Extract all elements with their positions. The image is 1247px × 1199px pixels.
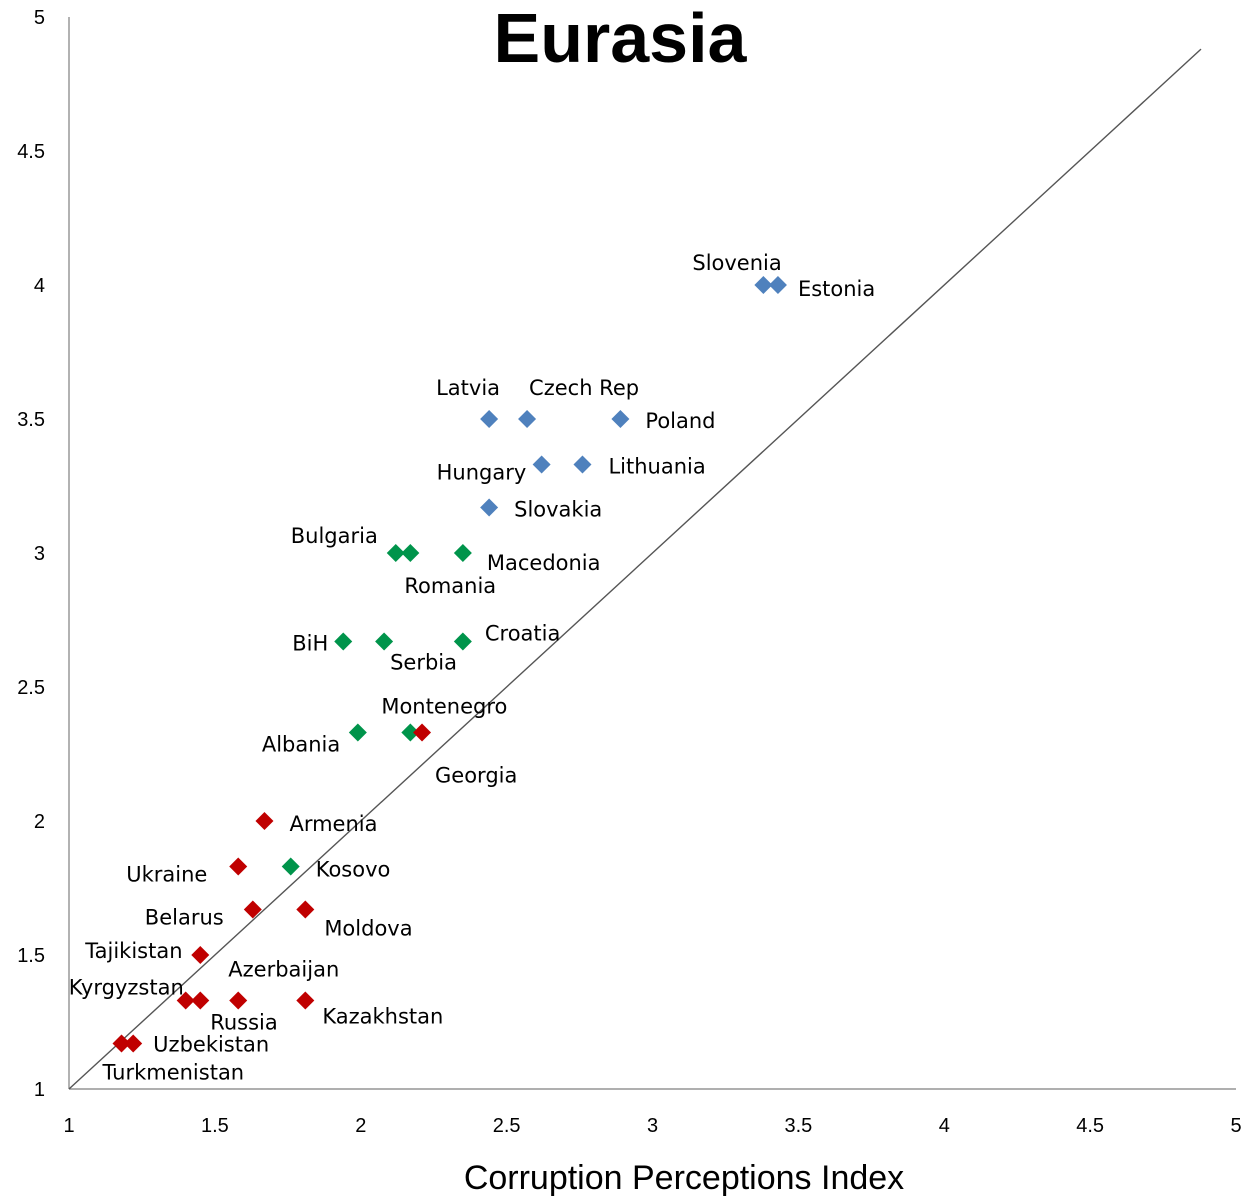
point-label-tajikistan: Tajikistan [84, 939, 182, 963]
marker-turkmenistan [112, 1034, 131, 1053]
point-label-bulgaria: Bulgaria [291, 524, 378, 548]
marker-albania [348, 723, 367, 742]
point-label-latvia: Latvia [436, 376, 500, 400]
y-tick-label: 3.5 [17, 409, 45, 431]
point-label-azerbaijan: Azerbaijan [228, 958, 339, 982]
y-tick-label: 2.5 [17, 677, 45, 699]
point-label-hungary: Hungary [437, 461, 527, 485]
x-tick-label: 2.5 [493, 1115, 521, 1137]
x-tick-label: 1.5 [201, 1115, 229, 1137]
point-label-slovenia: Slovenia [692, 251, 781, 275]
point-label-croatia: Croatia [485, 621, 561, 645]
marker-czech-rep [518, 410, 537, 428]
marker-ukraine [229, 857, 248, 876]
point-label-albania: Albania [262, 733, 340, 757]
x-tick-label: 5 [1230, 1115, 1241, 1137]
marker-romania [401, 544, 420, 562]
marker-georgia [413, 723, 432, 742]
marker-kosovo [281, 857, 300, 876]
point-label-romania: Romania [404, 574, 496, 598]
point-label-belarus: Belarus [145, 905, 224, 929]
marker-bulgaria [386, 544, 405, 562]
point-label-czech-rep: Czech Rep [529, 376, 639, 400]
marker-poland [611, 410, 630, 428]
x-tick-label: 4 [939, 1115, 950, 1137]
marker-macedonia [453, 544, 472, 562]
y-tick-label: 5 [34, 7, 45, 29]
y-tick-label: 2 [34, 811, 45, 833]
y-tick-label: 1.5 [17, 945, 45, 967]
marker-slovakia [480, 498, 499, 517]
diagonal-reference-line [68, 48, 1202, 1090]
marker-azerbaijan [191, 991, 210, 1010]
marker-moldova [296, 900, 315, 919]
point-label-armenia: Armenia [289, 812, 377, 836]
axes: 1 1.5 2 2.5 3 3.5 4 4.5 5 1 1.5 2 2.5 3 3.5 4 4.5 5 [17, 7, 1241, 1137]
x-tick-label: 4.5 [1076, 1115, 1104, 1137]
y-tick-label: 4.5 [17, 141, 45, 163]
point-label-serbia: Serbia [390, 650, 457, 674]
point-label-lithuania: Lithuania [608, 455, 705, 479]
marker-lithuania [573, 455, 592, 474]
point-label-kosovo: Kosovo [316, 858, 391, 882]
point-label-poland: Poland [645, 409, 715, 433]
marker-belarus [243, 900, 262, 919]
point-label-macedonia: Macedonia [487, 551, 601, 575]
x-tick-label: 3 [647, 1115, 658, 1137]
marker-bih [334, 632, 353, 651]
marker-kazakhstan [296, 991, 315, 1010]
point-label-estonia: Estonia [798, 277, 875, 301]
marker-russia [229, 991, 248, 1010]
x-axis-label: Corruption Perceptions Index [464, 1159, 904, 1197]
y-tick-label: 3 [34, 543, 45, 565]
point-label-bih: BiH [292, 631, 328, 655]
diagonal-line [68, 48, 1202, 1090]
x-tick-label: 2 [355, 1115, 366, 1137]
point-label-kazakhstan: Kazakhstan [322, 1005, 443, 1029]
marker-serbia [375, 632, 394, 651]
marker-croatia [453, 632, 472, 651]
point-label-russia: Russia [210, 1011, 278, 1035]
point-label-moldova: Moldova [324, 916, 412, 940]
marker-hungary [532, 455, 551, 474]
data-points [112, 276, 787, 1053]
x-tick-label: 3.5 [784, 1115, 812, 1137]
y-tick-label: 4 [34, 275, 45, 297]
point-label-ukraine: Ukraine [126, 863, 207, 887]
point-label-kyrgyzstan: Kyrgyzstan [69, 976, 184, 1000]
point-label-slovakia: Slovakia [514, 497, 602, 521]
marker-slovenia [754, 276, 773, 294]
marker-armenia [255, 812, 274, 830]
x-tick-label: 1 [63, 1115, 74, 1137]
marker-estonia [768, 276, 787, 294]
marker-latvia [480, 410, 499, 428]
marker-kyrgyzstan [176, 991, 195, 1010]
chart-title: Eurasia [494, 0, 748, 77]
y-tick-label: 1 [34, 1079, 45, 1101]
point-label-uzbekistan: Uzbekistan [153, 1032, 269, 1056]
point-label-turkmenistan: Turkmenistan [102, 1060, 245, 1084]
point-label-montenegro: Montenegro [381, 695, 507, 719]
marker-montenegro [401, 723, 420, 742]
marker-tajikistan [191, 946, 210, 964]
marker-uzbekistan [124, 1034, 143, 1053]
point-label-georgia: Georgia [435, 764, 517, 788]
